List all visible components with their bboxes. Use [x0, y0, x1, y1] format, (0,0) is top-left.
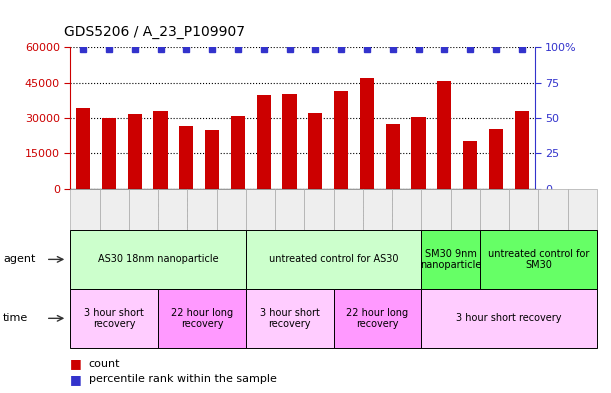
- Text: 22 hour long
recovery: 22 hour long recovery: [171, 308, 233, 329]
- Text: 3 hour short
recovery: 3 hour short recovery: [84, 308, 144, 329]
- Bar: [128, 114, 142, 189]
- Bar: [102, 118, 116, 189]
- Text: agent: agent: [3, 254, 35, 264]
- Bar: [463, 141, 477, 189]
- Text: GDS5206 / A_23_P109907: GDS5206 / A_23_P109907: [64, 25, 245, 39]
- Bar: [205, 130, 219, 189]
- Bar: [309, 113, 323, 189]
- Bar: [489, 129, 503, 189]
- Bar: [411, 117, 426, 189]
- Text: untreated control for
SM30: untreated control for SM30: [488, 249, 589, 270]
- Text: AS30 18nm nanoparticle: AS30 18nm nanoparticle: [98, 254, 218, 264]
- Bar: [514, 111, 529, 189]
- Text: ■: ■: [70, 357, 82, 370]
- Text: percentile rank within the sample: percentile rank within the sample: [89, 374, 276, 384]
- Text: 22 hour long
recovery: 22 hour long recovery: [346, 308, 409, 329]
- Bar: [386, 124, 400, 189]
- Bar: [334, 91, 348, 189]
- Text: SM30 9nm
nanoparticle: SM30 9nm nanoparticle: [420, 249, 481, 270]
- Bar: [360, 78, 374, 189]
- Text: count: count: [89, 358, 120, 369]
- Bar: [76, 108, 90, 189]
- Text: 3 hour short recovery: 3 hour short recovery: [456, 313, 562, 323]
- Bar: [257, 95, 271, 189]
- Text: 3 hour short
recovery: 3 hour short recovery: [260, 308, 320, 329]
- Bar: [179, 126, 194, 189]
- Bar: [153, 111, 167, 189]
- Bar: [282, 94, 297, 189]
- Text: time: time: [3, 313, 28, 323]
- Bar: [437, 81, 452, 189]
- Text: untreated control for AS30: untreated control for AS30: [269, 254, 398, 264]
- Text: ■: ■: [70, 373, 82, 386]
- Bar: [231, 116, 245, 189]
